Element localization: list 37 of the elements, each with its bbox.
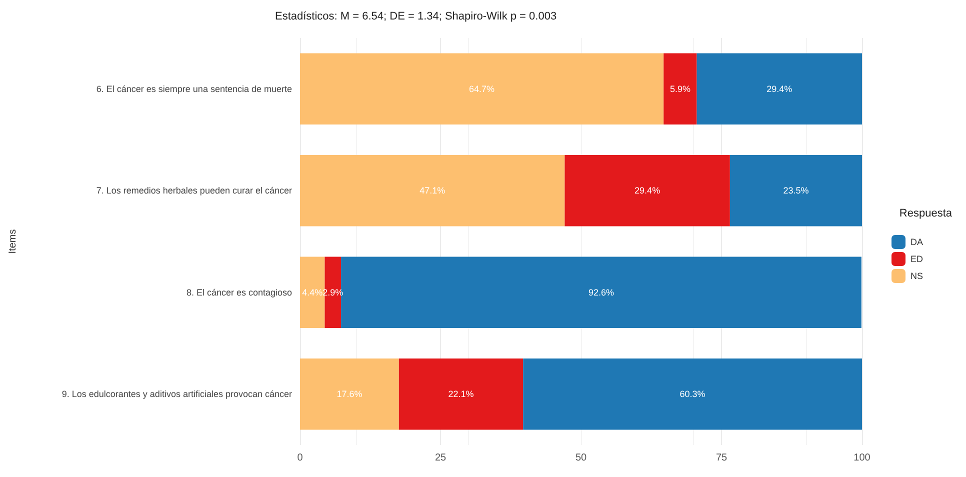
- bar: [523, 358, 862, 430]
- bar: [300, 358, 399, 430]
- data-label: 29.4%: [766, 84, 792, 94]
- bar: [398, 358, 524, 430]
- data-label: 64.7%: [469, 84, 495, 94]
- x-tick-label: 25: [434, 452, 446, 464]
- y-tick-label: 8. El cáncer es contagioso: [186, 287, 292, 298]
- y-tick-label: 9. Los edulcorantes y aditivos artificiales provocan cáncer: [62, 389, 292, 400]
- chart-title: Estadísticos: M = 6.54; DE = 1.34; Shapiro-Wilk p = 0.003: [275, 10, 557, 22]
- legend-title: Respuesta: [899, 208, 953, 220]
- y-axis-title: Items: [8, 229, 18, 254]
- bar: [664, 53, 697, 124]
- y-tick-label: 7. Los remedios herbales pueden curar el cáncer: [96, 186, 292, 196]
- data-label: 22.1%: [448, 389, 474, 400]
- data-label: 17.6%: [336, 389, 362, 400]
- x-tick-label: 75: [716, 452, 728, 464]
- bar: [564, 155, 730, 226]
- y-tick-label: 6. El cáncer es siempre una sentencia de muerte: [96, 84, 292, 94]
- data-label: 47.1%: [420, 186, 446, 196]
- data-label: 60.3%: [680, 389, 706, 400]
- legend-label: DA: [910, 237, 924, 247]
- legend-label: ED: [910, 254, 924, 264]
- data-label: 5.9%: [670, 84, 690, 94]
- data-label: 4.4%: [302, 287, 323, 298]
- bar: [300, 53, 664, 124]
- bar: [341, 256, 862, 328]
- bar: [300, 256, 325, 328]
- data-label: 92.6%: [588, 287, 614, 298]
- x-tick-label: 0: [297, 452, 304, 464]
- data-label: 23.5%: [783, 186, 809, 196]
- bar: [696, 53, 862, 124]
- bar: [300, 155, 565, 226]
- bar: [730, 155, 862, 226]
- x-tick-label: 50: [575, 452, 587, 464]
- data-label: 29.4%: [634, 186, 660, 196]
- x-tick-label: 100: [854, 452, 871, 464]
- legend-label: NS: [910, 271, 924, 281]
